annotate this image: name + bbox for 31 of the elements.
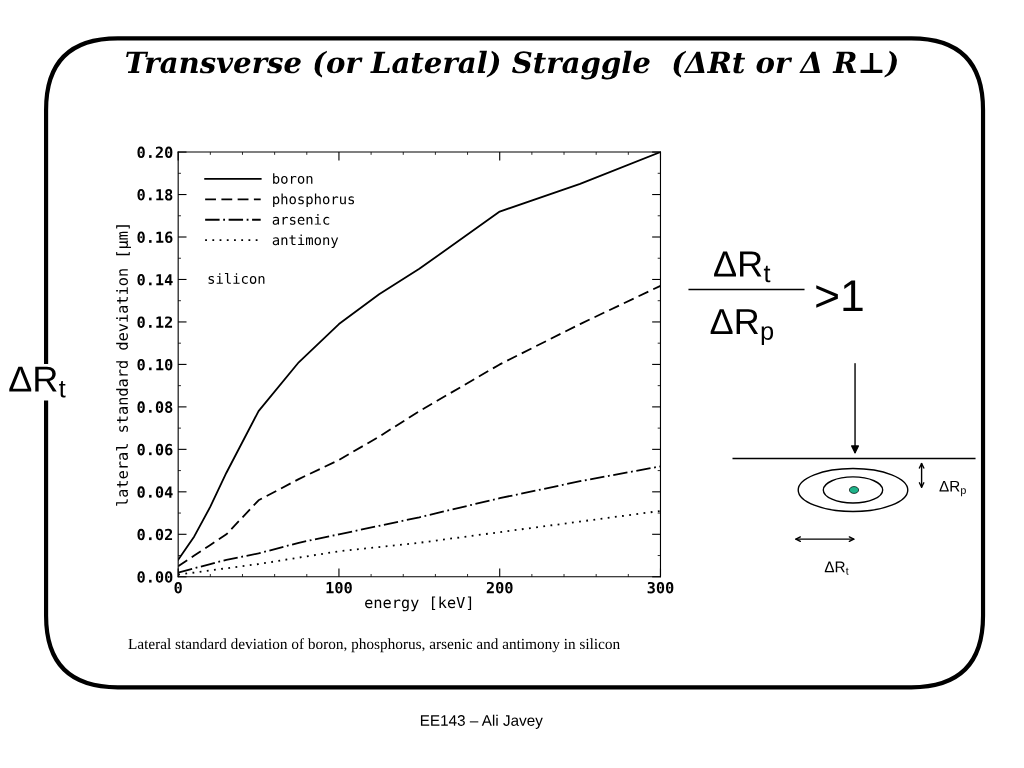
- y-tick-label: 0.00: [137, 571, 173, 583]
- text: ΔR$_{t}$: [9, 366, 66, 398]
- chart-title: Transverse (or Lateral) Straggle (ΔRt or Δ R⊥): [126, 50, 897, 80]
- y-tick-label: 0.14: [137, 273, 173, 286]
- text: ΔR$_{t}$: [824, 561, 849, 575]
- text: Lateral standard deviation of boron, phosphorus, arsenic and antimony in silicon: [128, 638, 620, 653]
- y-tick-label: 0.16: [137, 231, 173, 244]
- y-tick-label: 0.20: [137, 146, 173, 159]
- legend-label: arsenic: [272, 214, 330, 225]
- annotation: silicon: [208, 273, 265, 284]
- x-tick-label: 200: [486, 581, 513, 594]
- legend-label: antimony: [272, 234, 339, 248]
- y-tick-label: 0.04: [137, 486, 173, 498]
- text: >1: [816, 280, 863, 312]
- text: ΔR$_{t}$: [714, 251, 771, 283]
- y-tick-label: 0.08: [137, 401, 173, 413]
- y-tick-label: 0.06: [137, 443, 173, 456]
- legend-label: phosphorus: [273, 193, 355, 208]
- text: ΔR$_{p}$: [939, 480, 966, 497]
- x-tick-label: 300: [647, 581, 674, 594]
- text: ΔR$_{p}$: [710, 309, 774, 345]
- x-tick-label: 100: [326, 581, 352, 594]
- legend-label: boron: [273, 173, 313, 184]
- text: EE143 – Ali Javey: [420, 714, 543, 729]
- y-tick-label: 0.10: [137, 358, 173, 371]
- y-tick-label: 0.12: [137, 316, 173, 328]
- x-tick-label: 0: [174, 581, 182, 594]
- y-tick-label: 0.02: [137, 528, 173, 541]
- y-tick-label: 0.18: [137, 189, 173, 201]
- x-axis-title: energy [keV]: [365, 596, 472, 612]
- y-axis-title: lateral standard deviation [μm]: [116, 225, 131, 506]
